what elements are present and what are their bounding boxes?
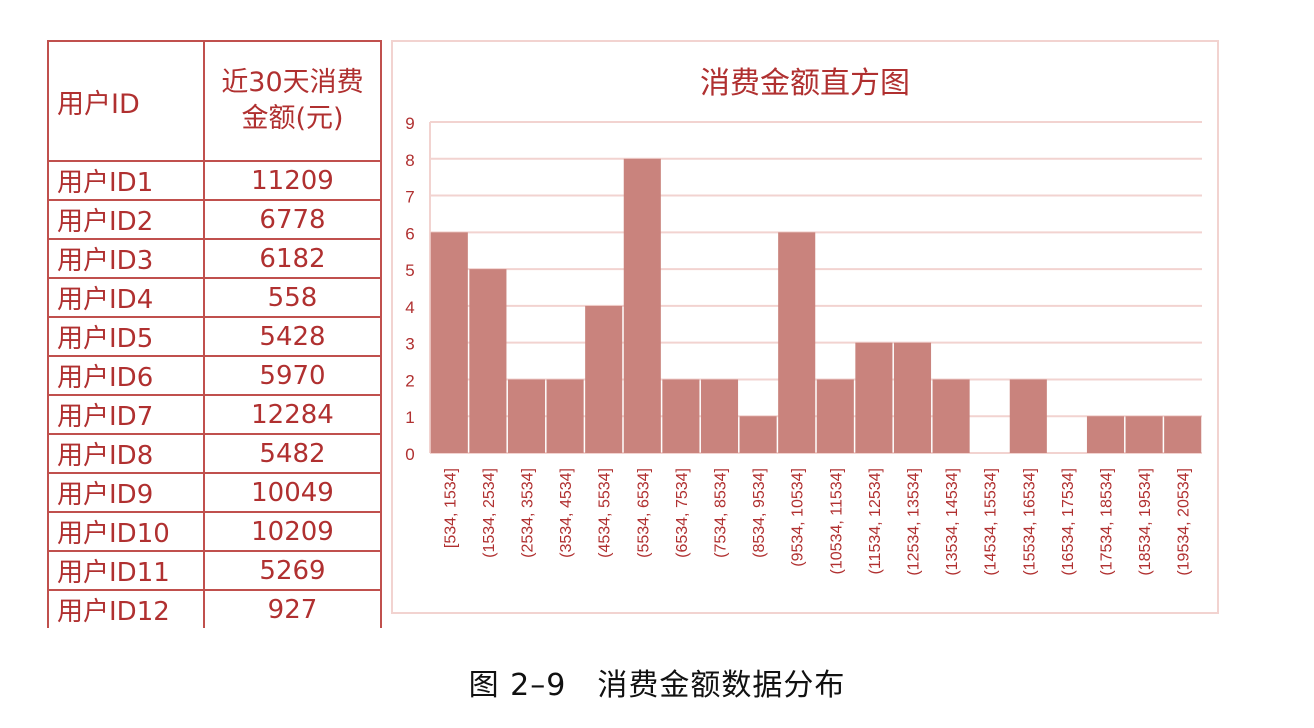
user-id-cell: 用户ID9 [47,472,205,513]
y-tick-label: 8 [405,151,414,170]
histogram-bar [1164,416,1202,453]
table-row: 用户ID5 5428 [47,316,382,357]
x-tick-label: (9534, 10534] [790,468,807,567]
histogram-bar [932,379,970,453]
table-row: 用户ID1 11209 [47,160,382,201]
data-table: 用户ID 近30天消费 金额(元) 用户ID1 11209 用户ID2 6778 用… [47,40,382,628]
amount-cell: 12284 [203,394,382,435]
user-id-cell: 用户ID2 [47,199,205,240]
histogram-bar [546,379,584,453]
table-row: 用户ID10 10209 [47,511,382,552]
table-row: 用户ID6 5970 [47,355,382,396]
histogram-bar [585,305,623,453]
x-tick-label: (18534, 19534] [1137,468,1154,576]
histogram-bar [507,379,546,453]
table-row: 用户ID8 5482 [47,433,382,474]
amount-cell: 5269 [203,550,382,591]
table-row: 用户ID3 6182 [47,238,382,279]
histogram-bar [1125,416,1163,453]
table-row: 用户ID2 6778 [47,199,382,240]
chart-panel [391,40,1219,614]
table-row: 用户ID7 12284 [47,394,382,435]
histogram-bar [855,342,893,453]
user-id-cell: 用户ID1 [47,160,205,201]
amount-cell: 11209 [203,160,382,201]
table-row: 用户ID4 558 [47,277,382,318]
histogram-bar [1086,416,1125,453]
histogram-bar [662,379,700,453]
user-id-cell: 用户ID6 [47,355,205,396]
y-tick-label: 4 [405,298,414,317]
histogram-bar [893,342,932,453]
user-id-cell: 用户ID12 [47,589,205,628]
table-row: 用户ID12 927 [47,589,382,628]
y-tick-label: 0 [405,445,414,464]
y-tick-label: 6 [405,224,414,243]
histogram-bar [778,232,816,453]
amount-cell: 5428 [203,316,382,357]
table-row: 用户ID11 5269 [47,550,382,591]
y-tick-label: 1 [405,408,414,427]
x-tick-label: (4534, 5534] [597,468,614,558]
y-tick-label: 7 [405,188,414,207]
amount-cell: 6778 [203,199,382,240]
y-tick-label: 3 [405,335,414,354]
table-row: 用户ID9 10049 [47,472,382,513]
header-amount-line1: 近30天消费 [221,67,364,98]
x-tick-label: (8534, 9534] [751,468,768,558]
x-tick-label: (3534, 4534] [558,468,575,558]
x-tick-label: (12534, 13534] [906,468,923,576]
x-tick-label: (13534, 14534] [944,468,961,576]
x-tick-label: (2534, 3534] [520,468,537,558]
amount-cell: 558 [203,277,382,318]
x-tick-label: (7534, 8534] [713,468,730,558]
histogram-bar [430,232,468,453]
user-id-cell: 用户ID11 [47,550,205,591]
user-id-cell: 用户ID7 [47,394,205,435]
x-tick-label: (15534, 16534] [1021,468,1038,576]
user-spending-table: 用户ID 近30天消费 金额(元) 用户ID1 11209 用户ID2 6778 用… [47,40,382,630]
header-amount: 近30天消费 金额(元) [203,40,382,162]
x-tick-label: (1534, 2534] [481,468,498,558]
header-user-id: 用户ID [47,40,205,162]
user-id-cell: 用户ID5 [47,316,205,357]
histogram-bar [700,379,739,453]
user-id-cell: 用户ID4 [47,277,205,318]
x-tick-label: (10534, 11534] [828,468,845,574]
amount-cell: 10209 [203,511,382,552]
amount-cell: 5482 [203,433,382,474]
x-tick-label: (16534, 17534] [1060,468,1077,576]
x-tick-label: (19534, 20534] [1176,468,1193,576]
figure-caption: 图 2–9 消费金额数据分布 [468,668,846,703]
x-tick-label: (17534, 18534] [1099,468,1116,576]
x-tick-label: (6534, 7534] [674,468,691,558]
histogram-bar [469,269,507,453]
user-id-cell: 用户ID10 [47,511,205,552]
x-tick-label: (11534, 12534] [867,468,884,574]
x-tick-label: [534, 1534] [442,468,459,548]
chart-title: 消费金额直方图 [700,66,910,101]
user-id-cell: 用户ID8 [47,433,205,474]
amount-cell: 6182 [203,238,382,279]
amount-cell: 927 [203,589,382,628]
histogram-bar [816,379,854,453]
table-header-row: 用户ID 近30天消费 金额(元) [47,40,382,162]
user-id-cell: 用户ID3 [47,238,205,279]
histogram-bar [623,158,661,453]
y-tick-label: 2 [405,371,414,390]
y-tick-label: 9 [405,114,414,133]
y-tick-label: 5 [405,261,414,280]
x-tick-label: (14534, 15534] [983,468,1000,576]
histogram-bar [739,416,777,453]
x-tick-label: (5534, 6534] [635,468,652,558]
histogram-bar [1009,379,1047,453]
amount-cell: 5970 [203,355,382,396]
amount-cell: 10049 [203,472,382,513]
header-amount-line2: 金额(元) [241,103,344,134]
